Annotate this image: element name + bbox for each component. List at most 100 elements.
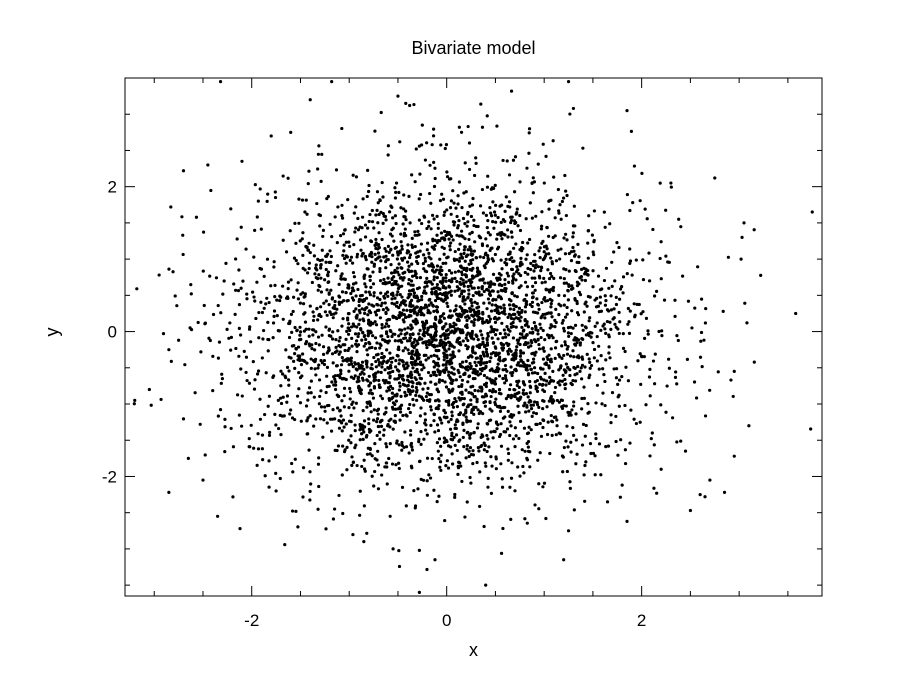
scatter-point [342,249,346,253]
scatter-point [645,217,649,221]
scatter-point [260,433,265,437]
scatter-point [495,237,499,241]
scatter-point [368,253,372,257]
scatter-point [491,220,495,224]
scatter-point [348,397,352,401]
scatter-point [580,357,585,361]
scatter-point [189,292,193,296]
scatter-point [272,309,277,313]
scatter-point [533,310,538,315]
scatter-point [403,430,407,434]
scatter-point [367,400,372,404]
scatter-point [404,445,409,449]
scatter-point [486,331,490,336]
scatter-point [348,390,353,394]
scatter-point [434,324,438,329]
scatter-point [743,301,747,305]
scatter-point [478,504,482,509]
scatter-point [394,190,398,194]
scatter-point [511,158,516,162]
scatter-point [310,280,314,285]
scatter-point [412,340,416,344]
scatter-point [508,485,512,489]
scatter-point [503,381,507,385]
scatter-point [583,270,588,274]
scatter-point [583,278,588,283]
scatter-point [494,467,498,471]
scatter-point [268,430,272,434]
scatter-point [532,338,537,342]
scatter-point [669,181,673,185]
scatter-point [438,257,442,261]
scatter-point [475,460,479,465]
scatter-point [445,170,449,174]
scatter-point [378,198,382,203]
scatter-point [430,264,435,268]
scatter-point [235,237,239,241]
scatter-point [425,479,429,483]
scatter-point [565,424,569,428]
scatter-point [490,409,494,413]
scatter-point [438,291,442,296]
scatter-point [293,417,297,422]
scatter-point [475,400,479,404]
scatter-point [404,233,408,238]
scatter-point [595,383,600,387]
scatter-point [306,432,310,436]
scatter-point [386,423,390,427]
scatter-point [398,140,402,144]
scatter-point [350,402,354,406]
scatter-point [276,329,280,333]
scatter-point [484,364,488,368]
scatter-point [575,284,580,288]
scatter-point [482,373,487,378]
scatter-point [379,424,384,428]
scatter-point [426,370,431,375]
x-axis-label: x [469,640,478,660]
scatter-point [330,80,334,84]
scatter-point [519,351,523,355]
scatter-point [625,192,630,197]
scatter-point [370,392,374,396]
scatter-point [439,468,443,472]
scatter-point [540,224,544,228]
scatter-point [292,295,296,299]
scatter-point [441,363,445,367]
scatter-point [589,363,594,368]
scatter-point [581,328,585,332]
scatter-point [417,437,421,441]
scatter-point [530,414,534,418]
scatter-point [494,220,498,224]
scatter-point [321,435,325,439]
scatter-point [638,199,642,203]
scatter-point [203,321,207,325]
scatter-point [562,276,566,281]
scatter-point [650,431,654,435]
scatter-point [482,441,486,445]
scatter-point [181,233,185,237]
scatter-point [444,349,448,353]
scatter-point [500,283,504,288]
scatter-point [550,315,554,319]
scatter-point [330,337,335,341]
scatter-point [433,382,437,386]
scatter-point [425,493,429,497]
scatter-point [588,360,592,364]
scatter-point [483,320,487,324]
scatter-point [397,564,402,569]
scatter-point [407,277,411,282]
scatter-point [383,368,387,372]
scatter-point [509,215,513,219]
scatter-point [364,435,369,439]
scatter-point [430,213,435,217]
scatter-point [483,281,487,285]
scatter-point [261,337,265,341]
scatter-point [273,195,278,200]
scatter-point [331,517,336,521]
scatter-point [553,346,558,350]
scatter-point [412,489,416,493]
scatter-point [348,386,352,391]
scatter-point [367,309,371,313]
scatter-point [467,449,471,453]
scatter-point [562,294,567,298]
